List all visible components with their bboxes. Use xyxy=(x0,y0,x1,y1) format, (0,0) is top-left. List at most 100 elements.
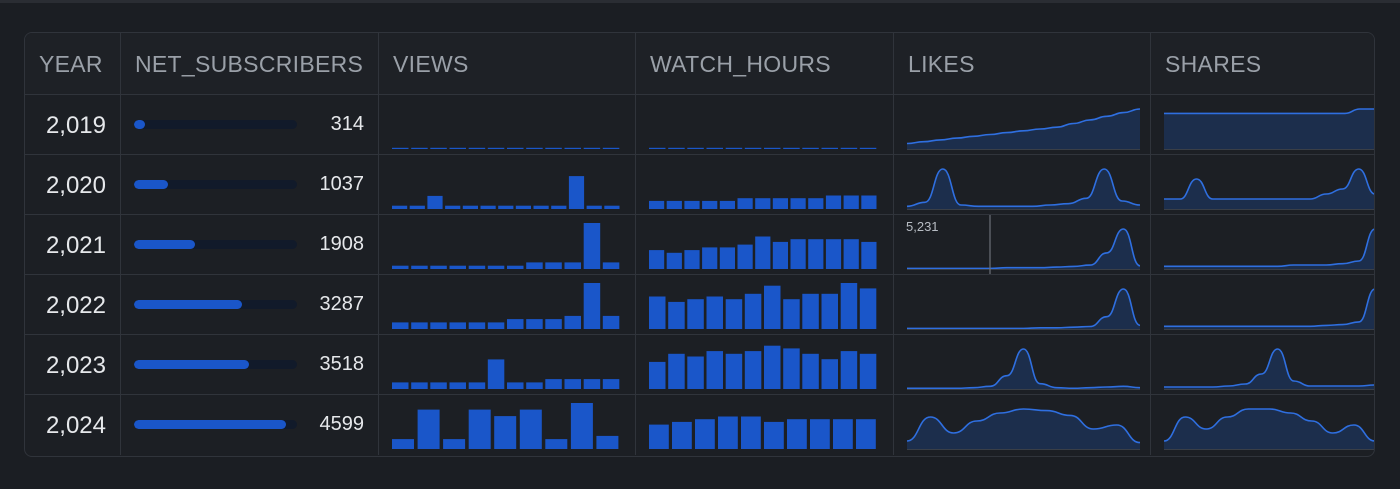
shares-cell xyxy=(1150,395,1374,455)
sparkline-bar xyxy=(859,353,877,389)
subscribers-progress-bar xyxy=(134,360,297,369)
likes-sparkline xyxy=(906,108,1141,150)
sparkline-bar xyxy=(840,147,858,149)
year-value: 2,023 xyxy=(45,352,106,379)
subscribers-value: 1037 xyxy=(319,173,365,195)
sparkline-bar xyxy=(668,301,685,329)
likes-sparkline xyxy=(906,168,1141,210)
year-cell: 2,022 xyxy=(25,275,120,335)
watch-hours-sparkline xyxy=(649,236,877,269)
header-watch-hours[interactable]: WATCH_HOURS xyxy=(635,33,893,94)
sparkline-line xyxy=(907,348,1141,390)
views-cell xyxy=(378,395,635,455)
sparkline-bar xyxy=(802,147,819,149)
shares-sparkline xyxy=(1163,348,1374,390)
sparkline-bar xyxy=(564,379,581,389)
sparkline-area xyxy=(1164,229,1374,269)
sparkline-area xyxy=(907,169,1140,209)
sparkline-bar xyxy=(725,299,743,329)
sparkline-bar xyxy=(744,147,762,149)
watch-hours-sparkline xyxy=(649,416,876,449)
watch-hours-cell xyxy=(635,395,893,455)
shares-cell xyxy=(1150,215,1374,275)
year-cell: 2,023 xyxy=(25,335,120,395)
sparkline-bar xyxy=(744,351,762,389)
sparkline-bar xyxy=(755,236,771,269)
shares-cell xyxy=(1150,275,1374,335)
sparkline-bar xyxy=(487,359,505,389)
sparkline-bar xyxy=(507,319,524,329)
sparkline-bar xyxy=(411,382,428,389)
likes-cell[interactable]: 5,231 xyxy=(893,215,1150,275)
subscribers-cell: 1037 xyxy=(120,155,378,215)
subscribers-cell: 1908 xyxy=(120,215,378,275)
sparkline-bar xyxy=(668,147,685,149)
sparkline-bar xyxy=(821,293,838,329)
table-row: 2,020 1037 xyxy=(25,154,1374,215)
likes-cell[interactable] xyxy=(893,275,1150,335)
sparkline-bar xyxy=(718,416,738,449)
sparkline-bar xyxy=(533,205,549,209)
sparkline-bar xyxy=(468,322,486,329)
likes-cell[interactable] xyxy=(893,335,1150,395)
sparkline-bar xyxy=(783,299,800,329)
header-shares[interactable]: SHARES xyxy=(1150,33,1374,94)
sparkline-bar xyxy=(519,409,542,449)
sparkline-bar xyxy=(764,147,781,149)
subscribers-progress-fill xyxy=(134,300,242,309)
likes-cell[interactable] xyxy=(893,395,1150,455)
likes-sparkline xyxy=(906,408,1141,450)
sparkline-bar xyxy=(526,262,543,269)
likes-cell[interactable] xyxy=(893,155,1150,215)
sparkline-bar xyxy=(392,439,414,449)
sparkline-bar xyxy=(744,293,762,329)
sparkline-bar xyxy=(821,147,838,149)
subscribers-progress-fill xyxy=(134,420,286,429)
sparkline-area xyxy=(907,229,1140,269)
sparkline-bar xyxy=(430,322,447,329)
subscribers-progress-bar xyxy=(134,240,297,249)
sparkline-bar xyxy=(427,195,443,209)
sparkline-bar xyxy=(392,322,409,329)
sparkline-bar xyxy=(568,176,585,209)
views-sparkline xyxy=(392,147,620,149)
header-net-subscribers[interactable]: NET_SUBSCRIBERS xyxy=(120,33,378,94)
sparkline-bar xyxy=(741,416,761,449)
subscribers-value: 3518 xyxy=(319,353,365,375)
likes-cell[interactable] xyxy=(893,95,1150,155)
likes-sparkline xyxy=(907,348,1141,390)
sparkline-bar xyxy=(802,293,819,329)
table-row: 2,021 1908 5,231 xyxy=(25,214,1374,275)
sparkline-bar xyxy=(649,361,666,389)
sparkline-bar xyxy=(507,265,524,269)
views-cell xyxy=(378,95,635,155)
sparkline-area xyxy=(907,109,1140,149)
watch-hours-sparkline xyxy=(649,283,877,329)
sparkline-area xyxy=(907,349,1140,389)
sparkline-bar xyxy=(787,419,807,449)
sparkline-bar xyxy=(551,205,567,209)
sparkline-bar xyxy=(672,421,692,449)
sparkline-bar xyxy=(825,239,842,269)
sparkline-bar xyxy=(810,419,830,449)
sparkline-bar xyxy=(737,244,753,269)
sparkline-bar xyxy=(706,147,723,149)
sparkline-line xyxy=(1163,108,1374,115)
views-sparkline xyxy=(392,359,620,389)
sparkline-line xyxy=(906,168,1141,208)
sparkline-bar xyxy=(545,319,562,329)
header-likes[interactable]: LIKES xyxy=(893,33,1150,94)
header-year[interactable]: YEAR xyxy=(25,33,120,94)
sparkline-bar xyxy=(649,200,665,209)
sparkline-bar xyxy=(602,262,620,269)
shares-cell xyxy=(1150,335,1374,395)
sparkline-bar xyxy=(449,265,466,269)
views-sparkline xyxy=(392,223,620,269)
sparkline-bar xyxy=(772,198,788,209)
sparkline-bar xyxy=(430,265,447,269)
subscribers-cell: 314 xyxy=(120,95,378,155)
sparkline-bar xyxy=(545,379,562,389)
table-row: 2,023 3518 xyxy=(25,334,1374,395)
sparkline-bar xyxy=(684,250,700,269)
header-views[interactable]: VIEWS xyxy=(378,33,635,94)
